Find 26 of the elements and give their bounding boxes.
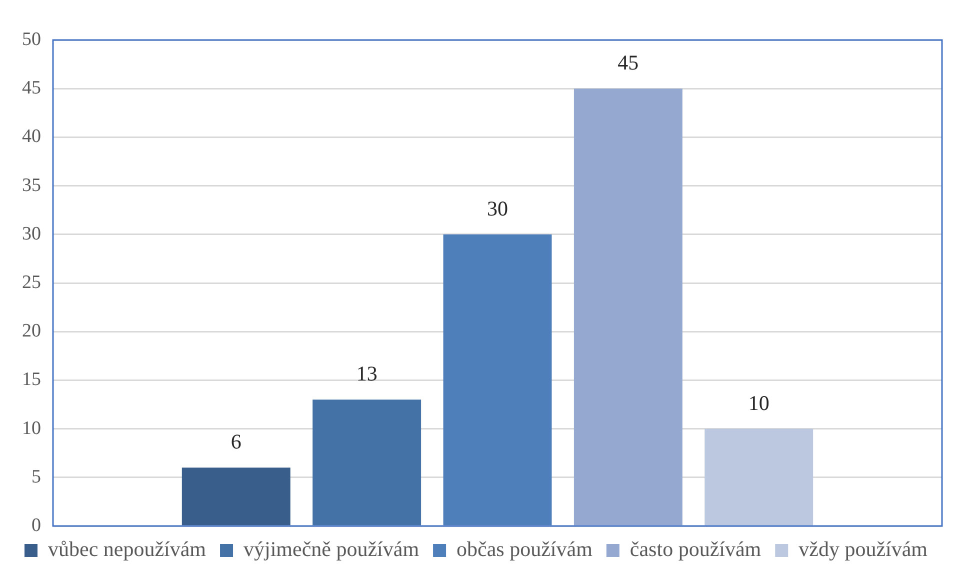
data-label: 10: [748, 390, 770, 415]
y-tick-label: 0: [32, 514, 41, 536]
y-tick-label: 50: [22, 28, 41, 50]
bar: [574, 88, 682, 526]
data-label: 30: [487, 196, 508, 220]
bar: [704, 428, 814, 526]
y-tick-label: 25: [22, 272, 41, 293]
y-tick-label: 15: [22, 369, 41, 390]
legend-label: výjimečně používám: [244, 537, 420, 562]
y-tick-label: 5: [32, 466, 41, 488]
bar: [443, 234, 552, 526]
data-label: 6: [230, 430, 242, 454]
y-tick-label: 40: [22, 126, 41, 148]
legend-label: často používám: [630, 537, 762, 562]
legend-label: vždy používám: [798, 537, 928, 562]
y-tick-label: 20: [22, 320, 41, 342]
data-label: 45: [618, 50, 639, 75]
data-label: 13: [356, 362, 378, 386]
y-tick-label: 45: [22, 78, 41, 99]
legend-label: občas používám: [456, 537, 592, 562]
y-tick-label: 30: [22, 223, 41, 244]
bar: [182, 468, 290, 526]
y-tick-label: 10: [22, 418, 41, 439]
legend-label: vůbec nepoužívám: [48, 537, 206, 562]
y-tick-label: 35: [22, 174, 41, 196]
bar: [312, 400, 422, 526]
